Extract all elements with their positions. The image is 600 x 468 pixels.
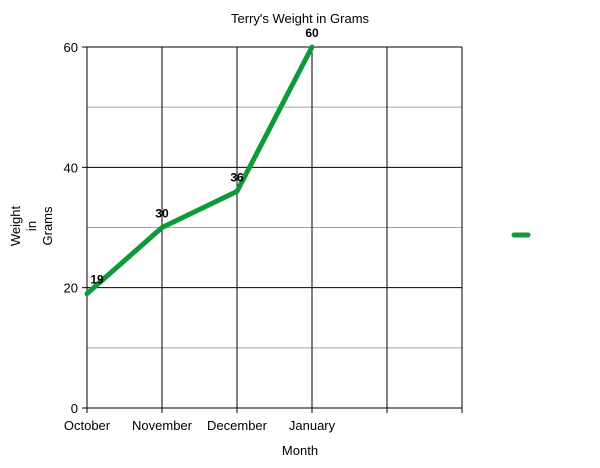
grid-layer <box>86 46 463 409</box>
axis-layer: 0 20 40 60 October November December January <box>64 40 463 433</box>
data-label: 19 <box>90 273 104 287</box>
series-layer <box>84 44 315 297</box>
y-axis-title-line-1: Weight <box>8 206 23 247</box>
data-label: 36 <box>230 170 244 184</box>
y-tick-label: 0 <box>71 401 78 416</box>
x-tick-label: December <box>207 418 268 433</box>
data-label: 60 <box>305 26 319 40</box>
data-label: 30 <box>155 207 169 221</box>
y-axis-title-line-3: Grams <box>40 206 55 246</box>
y-tick-label: 40 <box>64 160 78 175</box>
y-tick-label: 20 <box>64 281 78 296</box>
series-line <box>84 44 315 297</box>
label-layer: 19 30 36 60 <box>90 26 319 287</box>
x-tick-label: October <box>64 418 111 433</box>
y-axis-title-line-2: in <box>24 221 39 231</box>
y-tick-label: 60 <box>64 40 78 55</box>
x-tick-label: November <box>132 418 193 433</box>
x-tick-label: January <box>289 418 336 433</box>
chart-title: Terry's Weight in Grams <box>231 11 370 26</box>
x-axis-title: Month <box>282 443 318 458</box>
